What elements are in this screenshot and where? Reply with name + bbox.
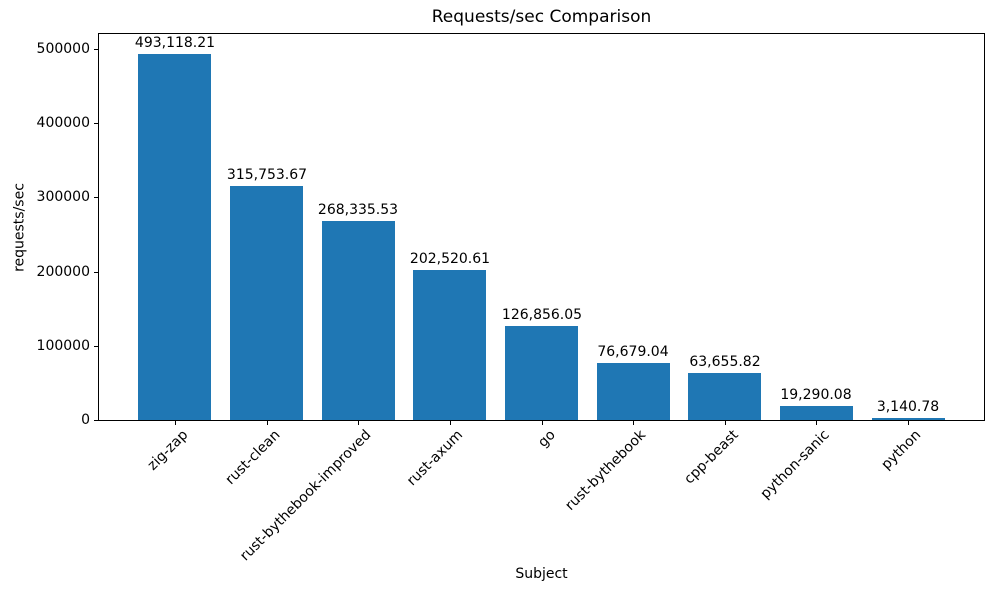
y-tick-mark <box>94 420 98 421</box>
x-tick-label-python: python <box>878 427 925 473</box>
bar-value-label: 19,290.08 <box>780 387 852 403</box>
x-tick-mark <box>267 421 268 425</box>
x-tick-label-rust-bythebook: rust-bythebook <box>562 427 650 514</box>
x-tick-mark <box>816 421 817 425</box>
bar-rust-axum <box>413 270 486 420</box>
x-tick-mark <box>633 421 634 425</box>
x-tick-mark <box>542 421 543 425</box>
y-tick-label: 400000 <box>36 115 90 131</box>
x-tick-label-cpp-beast: cpp-beast <box>680 427 742 488</box>
bar-go <box>505 326 578 420</box>
chart-title: Requests/sec Comparison <box>431 7 652 27</box>
x-tick-mark <box>450 421 451 425</box>
bar-value-label: 493,118.21 <box>134 35 216 51</box>
x-axis-label: Subject <box>515 566 568 582</box>
x-tick-mark <box>908 421 909 425</box>
x-tick-label-zig-zap: zig-zap <box>144 427 192 474</box>
x-tick-label-go: go <box>534 427 559 451</box>
bar-rust-clean <box>230 186 303 420</box>
x-tick-label-rust-clean: rust-clean <box>222 427 284 488</box>
y-tick-label: 200000 <box>36 264 90 280</box>
x-tick-mark <box>725 421 726 425</box>
x-tick-mark <box>175 421 176 425</box>
y-tick-mark <box>94 123 98 124</box>
bar-value-label: 76,679.04 <box>597 344 669 360</box>
bar-rust-bythebook-improved <box>322 221 395 420</box>
bar-cpp-beast <box>688 373 761 420</box>
bar-value-label: 126,856.05 <box>501 307 583 323</box>
bar-python <box>872 418 945 420</box>
y-tick-mark <box>94 272 98 273</box>
y-tick-mark <box>94 197 98 198</box>
y-tick-mark <box>94 346 98 347</box>
bar-value-label: 315,753.67 <box>226 167 308 183</box>
bar-zig-zap <box>138 54 211 420</box>
x-tick-mark <box>358 421 359 425</box>
bar-value-label: 202,520.61 <box>409 251 491 267</box>
bar-value-label: 63,655.82 <box>689 354 761 370</box>
bar-value-label: 268,335.53 <box>317 202 399 218</box>
bar-value-label: 3,140.78 <box>876 399 940 415</box>
bar-rust-bythebook <box>597 363 670 420</box>
y-tick-mark <box>94 49 98 50</box>
y-tick-label: 300000 <box>36 189 90 205</box>
x-tick-label-rust-axum: rust-axum <box>404 427 467 490</box>
y-tick-label: 100000 <box>36 338 90 354</box>
y-tick-label: 500000 <box>36 41 90 57</box>
x-tick-label-python-sanic: python-sanic <box>757 427 833 503</box>
bar-python-sanic <box>780 406 853 420</box>
y-tick-label: 0 <box>81 412 90 428</box>
y-axis-label: requests/sec <box>11 183 28 272</box>
